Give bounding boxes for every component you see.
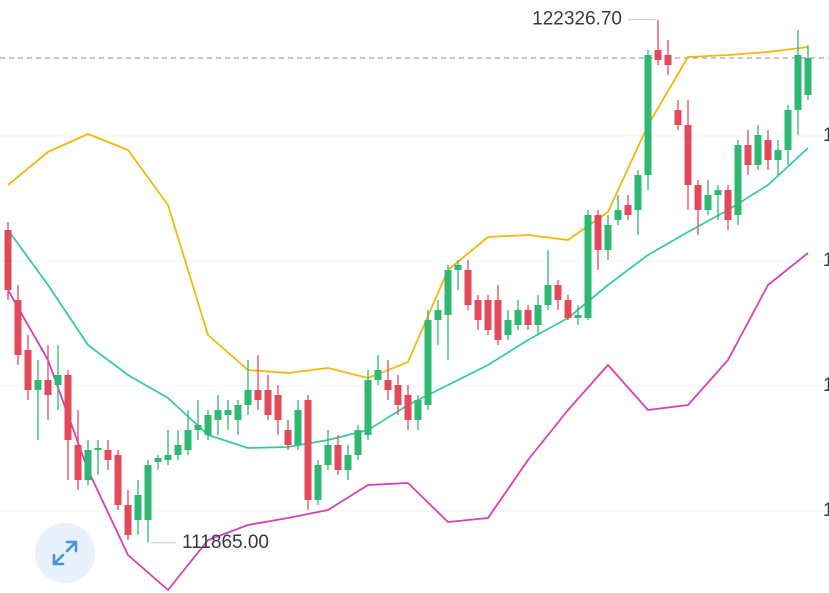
candle-body	[644, 55, 652, 175]
candle-body	[194, 425, 202, 430]
candle-body	[414, 400, 422, 420]
candle-body	[34, 380, 42, 390]
candle-body	[514, 310, 522, 325]
candle-body	[304, 400, 312, 500]
candle-body	[334, 445, 342, 470]
candle-body	[274, 395, 282, 420]
candle-body	[754, 135, 762, 165]
y-tick-label: 117500	[823, 250, 829, 271]
candle-body	[344, 455, 352, 470]
candle-body	[354, 430, 362, 455]
candle-body	[54, 375, 62, 385]
candle-body	[654, 50, 662, 60]
candle-body	[324, 445, 332, 465]
candle-body	[454, 265, 462, 270]
candle-body	[564, 300, 572, 318]
y-tick-label: 120000	[823, 125, 829, 146]
candle-body	[394, 385, 402, 405]
candle-body	[114, 455, 122, 505]
candle-body	[594, 215, 602, 250]
candle-body	[244, 390, 252, 405]
candle-body	[464, 270, 472, 305]
candle-body	[734, 145, 742, 215]
candle-body	[164, 455, 172, 460]
candle-body	[434, 310, 442, 320]
candle-body	[144, 465, 152, 520]
candle-body	[314, 465, 322, 500]
candle-body	[364, 380, 372, 435]
candle-body	[474, 300, 482, 320]
band-line	[7, 46, 809, 379]
candle-body	[544, 285, 552, 305]
annotation-label: 111865.00	[182, 532, 269, 553]
band-line	[7, 252, 809, 591]
candles-layer	[4, 19, 812, 543]
candle-body	[794, 55, 802, 110]
candle-body	[614, 210, 622, 220]
candle-body	[74, 445, 82, 480]
expand-icon	[52, 540, 78, 566]
candle-body	[104, 450, 112, 460]
expand-button-bg[interactable]	[35, 523, 95, 583]
candle-body	[784, 110, 792, 150]
candle-body	[494, 300, 502, 340]
candle-body	[664, 55, 672, 65]
candle-body	[424, 320, 432, 405]
candle-body	[774, 150, 782, 160]
candle-body	[764, 140, 772, 160]
candle-body	[804, 58, 812, 95]
candle-body	[224, 410, 232, 415]
expand-button[interactable]	[35, 523, 95, 583]
grid-layer: 112500 115000 117500 120000	[0, 57, 829, 521]
candle-body	[44, 380, 52, 395]
candle-body	[154, 458, 162, 462]
candle-body	[714, 190, 722, 195]
candle-body	[64, 375, 72, 440]
candle-body	[264, 390, 272, 415]
candle-body	[404, 395, 412, 420]
candle-body	[374, 370, 382, 380]
candle-body	[444, 270, 452, 315]
candle-body	[384, 380, 392, 390]
candle-body	[524, 310, 532, 325]
candle-body	[174, 445, 182, 455]
candle-body	[4, 230, 12, 290]
candle-body	[684, 125, 692, 185]
candle-body	[124, 505, 132, 535]
candle-body	[24, 350, 32, 390]
candle-body	[584, 215, 592, 318]
candle-body	[134, 495, 142, 520]
candle-body	[484, 300, 492, 330]
candle-body	[534, 305, 542, 325]
candle-body	[554, 285, 562, 300]
candle-body	[284, 430, 292, 445]
candle-body	[234, 405, 242, 420]
candle-body	[504, 320, 512, 335]
candle-body	[634, 175, 642, 210]
candle-body	[94, 448, 102, 450]
candle-body	[214, 410, 222, 420]
candle-body	[84, 450, 92, 480]
y-tick-label: 112500	[823, 500, 829, 521]
candle-body	[674, 110, 682, 125]
candle-body	[694, 185, 702, 210]
y-tick-label: 115000	[823, 375, 829, 396]
annotations-layer: 122326.70 111865.00	[151, 9, 655, 553]
candle-body	[14, 300, 22, 355]
candle-body	[604, 225, 612, 250]
candle-body	[204, 415, 212, 435]
candle-body	[704, 195, 712, 210]
candle-body	[624, 205, 632, 215]
candle-body	[184, 430, 192, 450]
candle-body	[254, 390, 262, 400]
candle-body	[744, 145, 752, 165]
candle-body	[724, 190, 732, 220]
annotation-label: 122326.70	[532, 9, 622, 30]
candle-body	[574, 315, 582, 318]
candle-body	[294, 410, 302, 445]
